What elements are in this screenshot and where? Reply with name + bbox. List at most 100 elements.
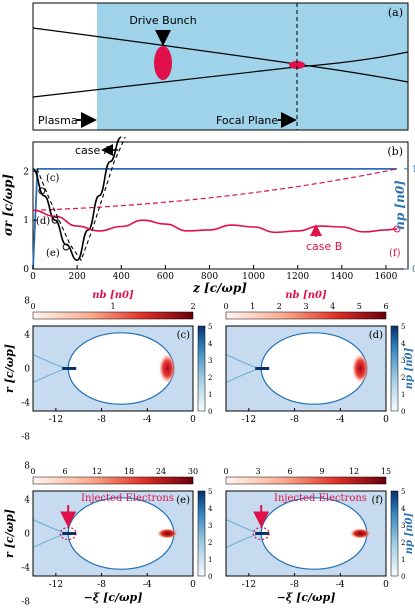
injected-electrons-circle xyxy=(59,526,77,541)
colorbar-top-label: nb [n0] xyxy=(92,290,134,301)
map-x-tick-label: 0 xyxy=(190,580,196,590)
colorbar-right-tick: 4 xyxy=(401,340,406,348)
colorbar-right-tick: 0 xyxy=(401,573,405,581)
map-y-tick-label: -8 xyxy=(21,598,30,608)
colorbar-top-tick: 0 xyxy=(223,302,228,311)
marker-d-label: (d) xyxy=(36,216,50,227)
marker-c-label: (c) xyxy=(46,173,60,184)
x-tick-label: 1000 xyxy=(242,272,265,282)
colorbar-plasma-density xyxy=(390,325,399,412)
map-frame xyxy=(225,490,387,577)
x-tick-label: 600 xyxy=(157,272,174,282)
plasma-region xyxy=(97,3,408,130)
map-x-tick-label: -8 xyxy=(97,580,106,590)
panel-a-border xyxy=(32,2,409,131)
y-tick-label-right: 1 xyxy=(412,165,415,175)
colorbar-top-tick: 2 xyxy=(190,302,195,311)
map-y-tick-label: 8 xyxy=(24,462,30,472)
map-panel-tag: (e) xyxy=(176,495,190,506)
drive-bunch-focused xyxy=(289,61,305,69)
map-x-tick-label: -8 xyxy=(97,415,106,425)
map-x-tick-label: -4 xyxy=(336,415,345,425)
case-a-vacuum-line xyxy=(36,136,126,262)
map-y-tick-label: 4 xyxy=(24,496,30,506)
y-tick-label: 2 xyxy=(23,167,29,177)
beam-envelope-bottom xyxy=(32,51,409,98)
colorbar-top-tick: 0 xyxy=(223,467,228,476)
colorbar-right-tick: 1 xyxy=(208,556,212,564)
map-xlabel: −ξ [c/ωp] xyxy=(277,591,336,604)
plot-b-yticks: 0 1 2 0 1 xyxy=(23,165,415,275)
panel-b: (b) 0 200 400 600 800 1000 1200 1400 1600 01201 … xyxy=(1,136,415,295)
colorbar-right-tick: 5 xyxy=(401,323,405,331)
case-b-label: case B xyxy=(306,240,342,253)
colorbar-right-tick: 3 xyxy=(208,522,212,530)
colorbar-top-tick: 12 xyxy=(349,467,359,476)
plasma-bubble xyxy=(261,332,367,405)
colorbar-beam-density xyxy=(32,476,194,485)
colorbar-top-tick: 6 xyxy=(383,302,388,311)
drive-bunch-density xyxy=(352,354,369,383)
x-tick-label: 1200 xyxy=(286,272,309,282)
map-panel-d: 0 1 2 3 4 5 6 nb [n0] 0 1 2 3 4 5 np [n0] (d) -12 -8 -4 0 xyxy=(223,290,415,425)
series-line-case-a xyxy=(32,136,122,262)
map-panel-tag: (d) xyxy=(369,330,383,341)
map-panel-tag: (c) xyxy=(177,330,191,341)
colorbar-right-tick: 5 xyxy=(208,323,212,331)
colorbar-top-tick: 1 xyxy=(110,302,115,311)
colorbar-top-tick: 9 xyxy=(319,467,324,476)
map-x-tick-label: -12 xyxy=(242,415,257,425)
map-frame xyxy=(225,325,387,412)
colorbar-right-tick: 2 xyxy=(208,539,212,547)
colorbar-top-tick: 4 xyxy=(330,302,335,311)
colorbar-top-tick: 3 xyxy=(303,302,308,311)
colorbar-top-tick: 12 xyxy=(92,467,102,476)
injected-electrons-label: Injected Electrons xyxy=(274,493,367,504)
colorbar-right-tick: 4 xyxy=(401,505,406,513)
map-y-tick-label: -4 xyxy=(21,399,30,409)
colorbar-right-tick: 2 xyxy=(401,374,405,382)
plasma-bubble xyxy=(261,497,367,570)
colorbar-top-tick: 3 xyxy=(255,467,260,476)
colorbar-top-tick: 2 xyxy=(277,302,282,311)
colorbar-right-tick: 4 xyxy=(208,340,213,348)
map-xlabel: −ξ [c/ωp] xyxy=(84,591,143,604)
y-tick-label: 0 xyxy=(23,265,29,275)
colorbar-right-tick: 0 xyxy=(208,573,212,581)
map-y-tick-label: 8 xyxy=(24,297,30,307)
case-b-vacuum-line xyxy=(32,168,398,211)
plot-b-area xyxy=(32,136,401,270)
injected-electrons-label: Injected Electrons xyxy=(81,493,174,504)
map-panel-tag: (f) xyxy=(371,495,383,506)
map-x-tick-label: 0 xyxy=(383,415,389,425)
colorbar-right-tick: 4 xyxy=(208,505,213,513)
map-frame xyxy=(32,490,194,577)
marker-point xyxy=(62,243,70,251)
drive-bunch-density xyxy=(159,354,176,383)
colorbar-right-tick: 0 xyxy=(401,408,405,416)
map-x-tick-label: -8 xyxy=(290,580,299,590)
plot-b-ylabel: σr [c/ωp] xyxy=(1,174,15,237)
y-tick-label: 1 xyxy=(23,216,29,226)
map-x-tick-label: -4 xyxy=(336,580,345,590)
map-y-tick-label: -4 xyxy=(21,564,30,574)
colorbar-right-tick: 2 xyxy=(208,374,212,382)
colorbar-right-tick: 3 xyxy=(401,357,405,365)
panel-a: Drive Bunch Plasma Focal Plane (a) xyxy=(32,2,409,131)
map-ylabel: r [c/ωp] xyxy=(3,509,16,558)
series-line-case-b xyxy=(32,209,397,234)
injected-electrons-circle xyxy=(252,526,270,541)
colorbar-top-tick: 6 xyxy=(62,467,67,476)
marker-e-label: (e) xyxy=(46,248,60,259)
colorbar-plasma-density xyxy=(390,490,399,577)
marker-point xyxy=(393,225,401,233)
colorbar-top-tick: 5 xyxy=(357,302,362,311)
panel-b-tag: (b) xyxy=(387,145,403,158)
colorbar-right-tick: 3 xyxy=(208,357,212,365)
colorbar-right-tick: 3 xyxy=(401,522,405,530)
map-x-tick-label: -12 xyxy=(49,415,64,425)
colorbar-top-tick: 18 xyxy=(124,467,134,476)
plot-b-xlabel: z [c/ωp] xyxy=(192,281,247,295)
map-x-tick-label: 0 xyxy=(383,580,389,590)
